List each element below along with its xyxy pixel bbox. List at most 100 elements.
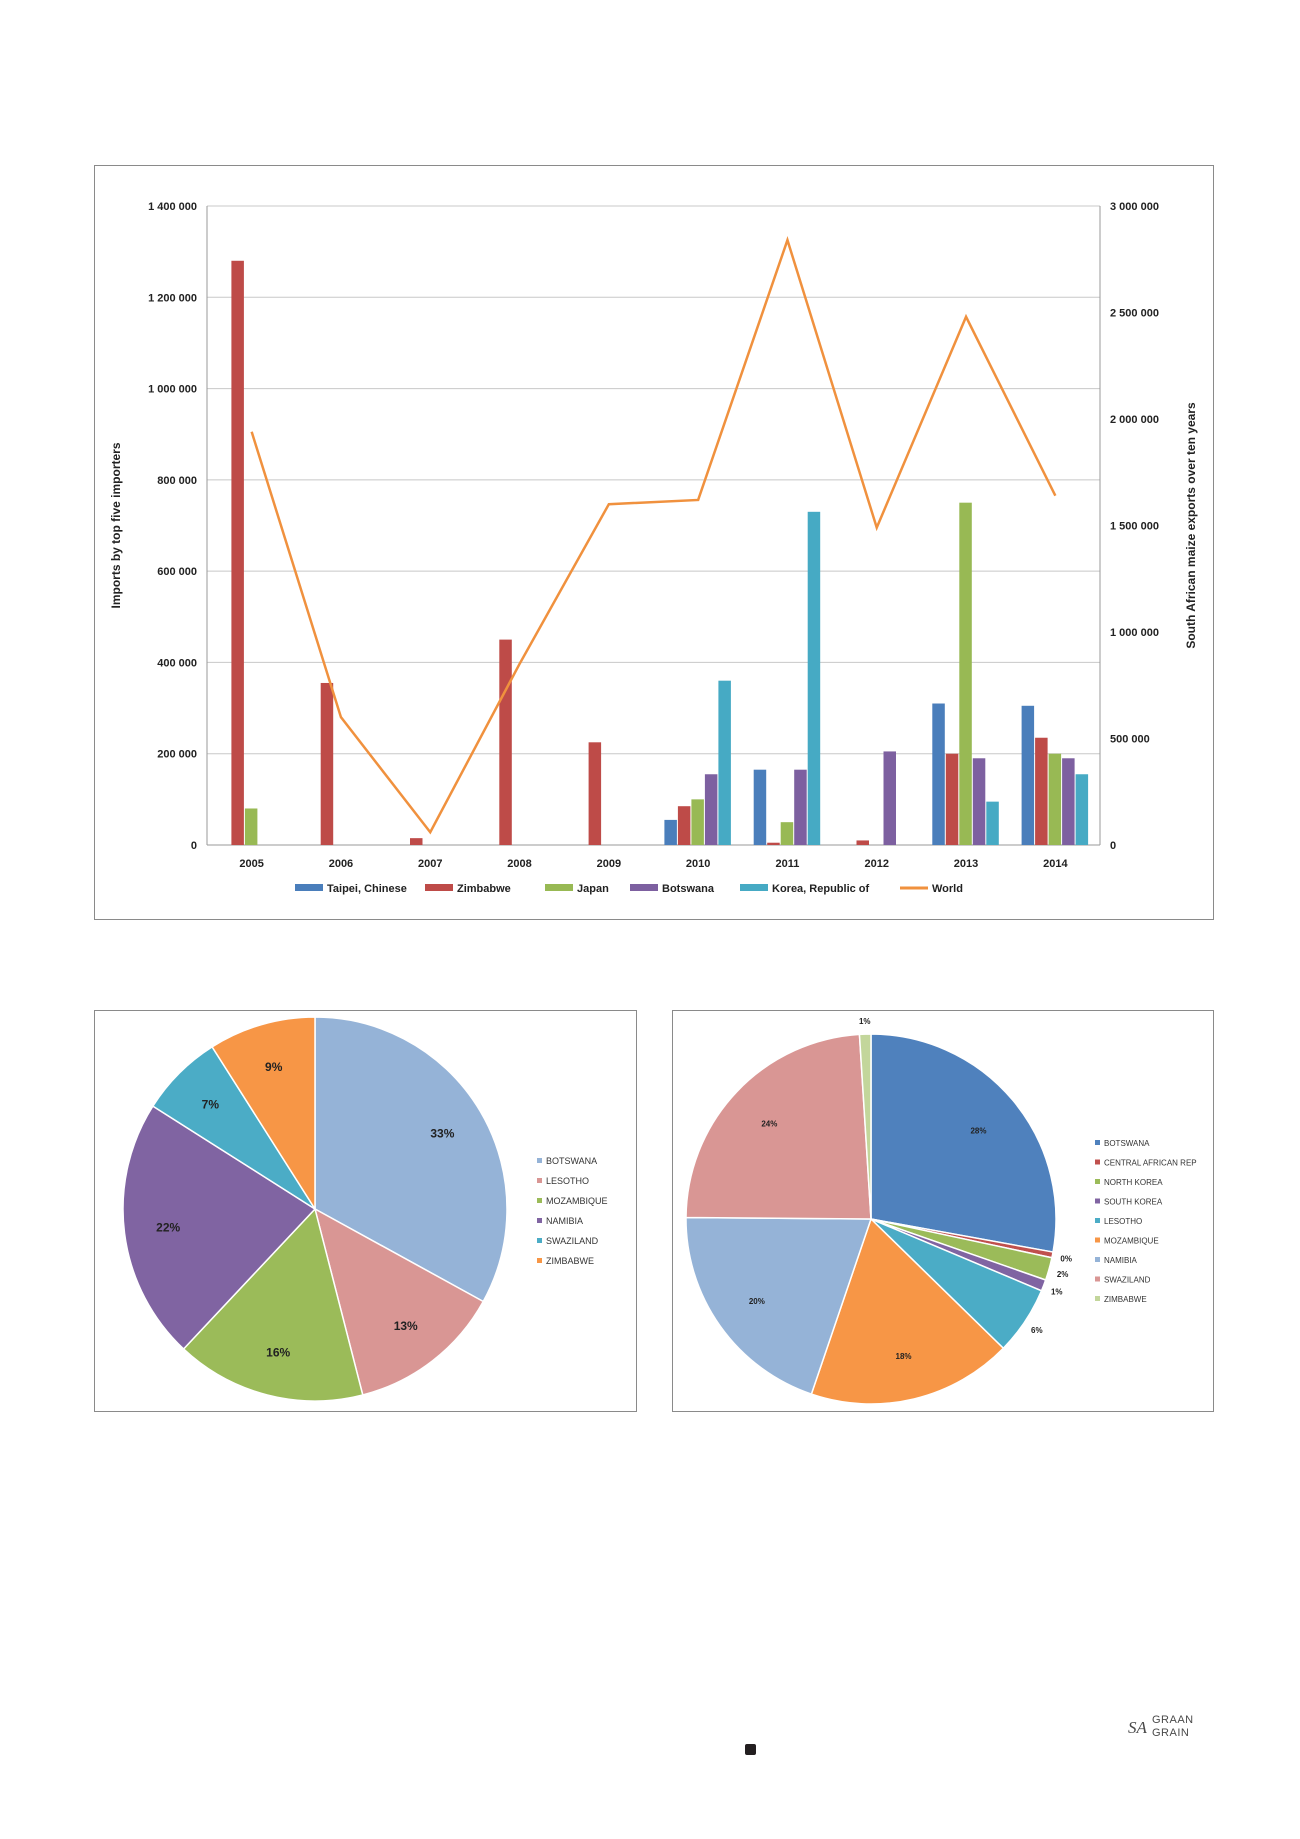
y2-tick-label: 1 000 000 [1110, 627, 1159, 639]
legend-label: Japan [577, 883, 609, 895]
bar [704, 774, 718, 845]
legend-swatch [740, 884, 768, 891]
pie-slice [810, 1217, 1005, 1405]
bar [1062, 758, 1075, 845]
legend-swatch [537, 1238, 542, 1243]
bar [499, 639, 512, 845]
bar [883, 751, 896, 845]
logo-graan-text: GRAAN [1152, 1714, 1194, 1726]
y2-tick-label: 500 000 [1110, 734, 1150, 746]
pie-data-label: 2% [1057, 1270, 1069, 1279]
legend-label: NORTH KOREA [1104, 1178, 1163, 1187]
legend-label: ZIMBABWE [546, 1256, 594, 1266]
legend-swatch [630, 884, 658, 891]
legend-swatch [1095, 1257, 1100, 1262]
pie-slice [685, 1216, 873, 1396]
legend-label: Zimbabwe [457, 883, 511, 895]
y2-tick-label: 2 000 000 [1110, 414, 1159, 426]
legend-swatch [1095, 1140, 1100, 1145]
pie-slice [182, 1207, 364, 1402]
legend-label: CENTRAL AFRICAN REP [1104, 1159, 1197, 1168]
bar-line-chart: 0 200 000 400 000 600 000 800 000 1 000 000 1 … [109, 201, 1198, 895]
pie-data-label: 28% [970, 1126, 986, 1135]
pie-data-label: 16% [266, 1345, 290, 1359]
bar [1048, 753, 1062, 845]
y-axis-label: Imports by top five importers [109, 442, 123, 608]
legend-label: MOZAMBIQUE [1104, 1237, 1159, 1246]
bar [767, 842, 780, 845]
legend-swatch [537, 1218, 542, 1223]
bar [794, 769, 807, 845]
pie-slice [122, 1105, 317, 1351]
legend-label: Korea, Republic of [772, 883, 870, 895]
bar [718, 680, 731, 845]
bar [588, 742, 602, 845]
pie-chart-1-panel: 33% 13% 16% 22% 7% 9% BOTSWANA LESOTHO MOZAMBIQU… [94, 1010, 637, 1412]
pie-data-label: 6% [1031, 1326, 1043, 1335]
pie-slice [211, 1016, 316, 1212]
x-tick-label: 2011 [776, 858, 800, 870]
legend-label: SWAZILAND [546, 1236, 599, 1246]
x-tick-label: 2008 [507, 858, 531, 870]
bar [1035, 737, 1048, 845]
pie-chart-2: 28% 0% 2% 1% 6% 18% 20% 24% 1% BOTSWANA CENTRAL AF… [685, 1017, 1197, 1405]
legend-label: Botswana [662, 883, 715, 895]
bar [780, 822, 794, 845]
y-tick-label: 0 [191, 840, 197, 852]
legend-swatch [1095, 1218, 1100, 1223]
pie-slice [313, 1207, 485, 1396]
y-tick-label: 400 000 [157, 657, 197, 669]
y2-tick-label: 3 000 000 [1110, 201, 1159, 213]
legend-swatch [1095, 1237, 1100, 1243]
legend-label: BOTSWANA [1104, 1139, 1150, 1148]
legend-label: NAMIBIA [1104, 1256, 1138, 1265]
pie-slice [870, 1033, 1057, 1253]
x-tick-label: 2006 [329, 858, 353, 870]
pie-data-label: 7% [202, 1097, 220, 1111]
pie-data-label: 1% [1051, 1287, 1063, 1296]
bar [244, 808, 258, 845]
bar [856, 840, 869, 845]
bar [320, 682, 334, 845]
bar [972, 758, 986, 845]
y2-tick-label: 2 500 000 [1110, 308, 1159, 320]
pie-chart-2-panel: 28% 0% 2% 1% 6% 18% 20% 24% 1% BOTSWANA CENTRAL AF… [672, 1010, 1214, 1412]
legend-label: MOZAMBIQUE [546, 1196, 608, 1206]
y-tick-label: 1 400 000 [148, 201, 197, 213]
pie-data-label: 9% [265, 1060, 283, 1074]
legend-swatch [1095, 1179, 1100, 1184]
x-tick-label: 2012 [865, 858, 889, 870]
pie-data-label: 1% [859, 1017, 871, 1026]
y2-tick-label: 1 500 000 [1110, 521, 1159, 533]
pie-data-label: 13% [394, 1319, 418, 1333]
legend-label: BOTSWANA [546, 1156, 597, 1166]
bar [753, 769, 767, 845]
legend-label: Taipei, Chinese [327, 883, 407, 895]
legend-label: SOUTH KOREA [1104, 1198, 1163, 1207]
bar [691, 799, 704, 845]
pie-data-label: 0% [1060, 1255, 1072, 1264]
x-tick-label: 2005 [239, 858, 263, 870]
x-tick-label: 2014 [1043, 858, 1068, 870]
bar [959, 502, 972, 845]
line-series-world [250, 236, 1057, 835]
y2-tick-label: 0 [1110, 840, 1116, 852]
pie-data-label: 20% [749, 1297, 765, 1306]
bar [945, 753, 959, 845]
legend-label: ZIMBABWE [1104, 1295, 1147, 1304]
legend-label: LESOTHO [1104, 1217, 1142, 1226]
legend-swatch [295, 884, 323, 891]
bar [677, 806, 691, 845]
legend-swatch [425, 884, 453, 891]
legend-swatch [537, 1178, 542, 1183]
legend-swatch [537, 1258, 542, 1263]
y-tick-label: 200 000 [157, 749, 197, 761]
bar [1075, 774, 1089, 845]
page-marker [745, 1744, 756, 1755]
bar [410, 838, 423, 845]
bar [807, 511, 821, 845]
legend-swatch [1095, 1198, 1100, 1204]
bar [986, 801, 999, 845]
x-tick-label: 2007 [418, 858, 442, 870]
legend-label: NAMIBIA [546, 1216, 583, 1226]
